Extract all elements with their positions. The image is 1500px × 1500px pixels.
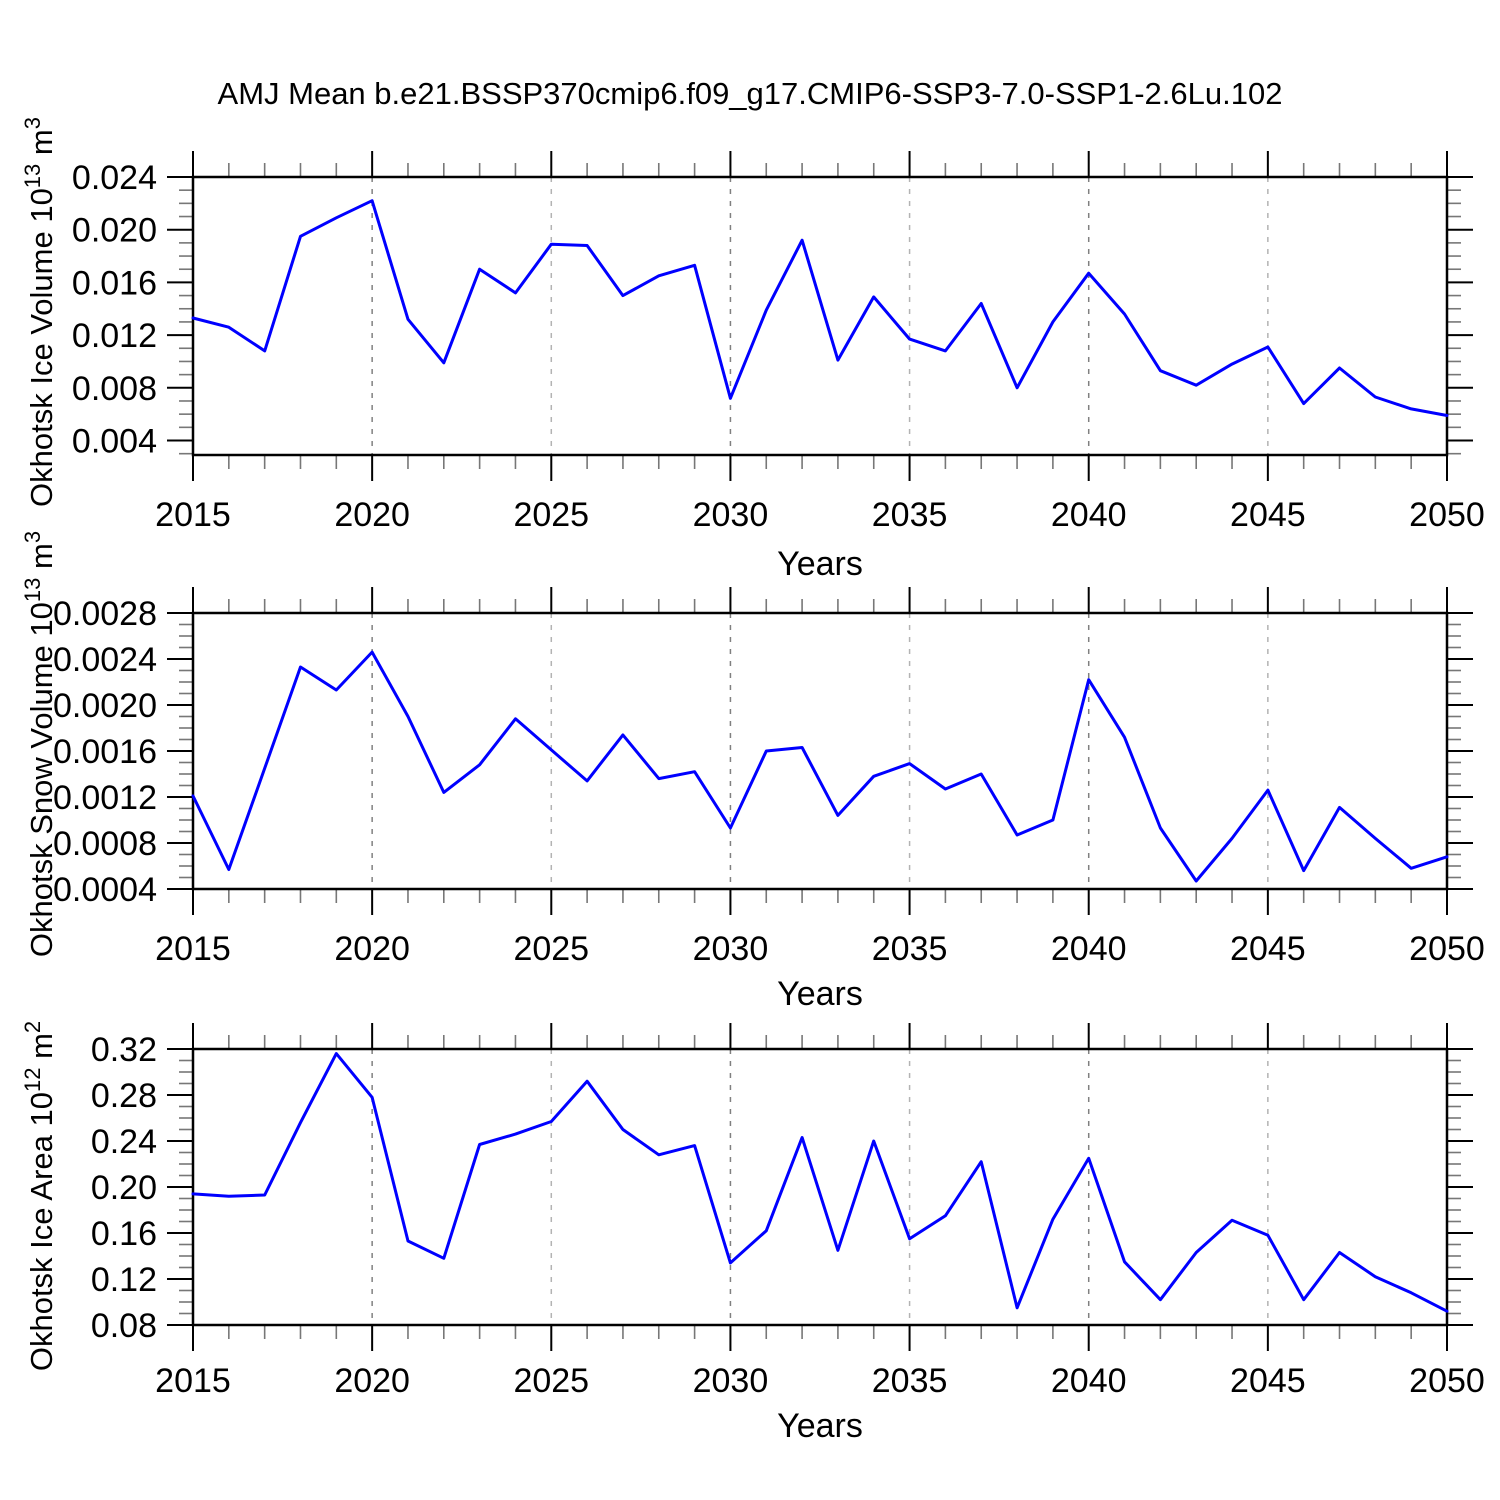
gridlines — [371, 613, 1269, 889]
x-tick-label: 2020 — [334, 930, 410, 968]
x-tick-label: 2040 — [1051, 496, 1127, 534]
x-ticks — [192, 587, 1448, 915]
series-line-ice-volume — [191, 199, 1449, 417]
y-tick-label: 0.020 — [72, 212, 157, 250]
x-tick-label: 2020 — [334, 1362, 410, 1400]
y-tick-label: 0.08 — [91, 1307, 157, 1345]
gridlines — [371, 1049, 1269, 1325]
x-tick-label: 2050 — [1409, 930, 1485, 968]
y-tick-label: 0.0016 — [53, 733, 157, 771]
x-tick-label: 2045 — [1230, 496, 1306, 534]
x-tick-label: 2030 — [693, 1362, 769, 1400]
x-tick-label: 2015 — [155, 496, 231, 534]
series-line-ice-area — [191, 1052, 1449, 1313]
y-tick-label: 0.024 — [72, 159, 157, 197]
y-tick-label: 0.12 — [91, 1261, 157, 1299]
x-tick-label: 2035 — [872, 930, 948, 968]
y-tick-label: 0.16 — [91, 1215, 157, 1253]
x-ticks — [192, 151, 1448, 481]
y-ticks — [167, 176, 1473, 455]
y-tick-label: 0.016 — [72, 264, 157, 302]
y-tick-label: 0.24 — [91, 1123, 157, 1161]
x-tick-label: 2050 — [1409, 1362, 1485, 1400]
y-tick-label: 0.0020 — [53, 687, 157, 725]
chart-title: AMJ Mean b.e21.BSSP370cmip6.f09_g17.CMIP… — [217, 76, 1283, 111]
x-tick-label: 2040 — [1051, 930, 1127, 968]
x-tick-label: 2045 — [1230, 930, 1306, 968]
y-tick-label: 0.008 — [72, 370, 157, 408]
x-tick-label: 2035 — [872, 1362, 948, 1400]
x-axis-label: Years — [777, 1407, 863, 1445]
y-axis-label: Okhotsk Snow Volume 1013 m3 — [20, 531, 59, 957]
x-tick-label: 2025 — [513, 496, 589, 534]
x-tick-label: 2025 — [513, 930, 589, 968]
y-ticks — [167, 1048, 1473, 1326]
y-tick-label: 0.28 — [91, 1077, 157, 1115]
y-axis-label: Okhotsk Ice Area 1012 m2 — [20, 1021, 59, 1371]
x-tick-label: 2045 — [1230, 1362, 1306, 1400]
x-tick-label: 2015 — [155, 930, 231, 968]
x-axis-label: Years — [777, 545, 863, 583]
x-tick-label: 2050 — [1409, 496, 1485, 534]
y-tick-label: 0.0028 — [53, 595, 157, 633]
x-tick-label: 2020 — [334, 496, 410, 534]
x-ticks — [192, 1023, 1448, 1351]
panel-snow-volume: 0.0004 0.0008 0.0012 0.0016 0.0020 0.0024 0.00… — [20, 531, 1485, 1013]
y-tick-label: 0.0024 — [53, 641, 157, 679]
x-tick-label: 2035 — [872, 496, 948, 534]
y-tick-label: 0.004 — [72, 423, 157, 461]
x-tick-label: 2030 — [693, 930, 769, 968]
y-tick-label: 0.0012 — [53, 779, 157, 817]
y-tick-label: 0.0004 — [53, 871, 157, 909]
plot-frame — [191, 611, 1449, 891]
y-tick-label: 0.32 — [91, 1031, 157, 1069]
y-ticks — [167, 612, 1473, 890]
y-tick-label: 0.012 — [72, 317, 157, 355]
gridlines — [371, 177, 1269, 455]
series-line-snow-volume — [191, 650, 1449, 883]
x-tick-label: 2040 — [1051, 1362, 1127, 1400]
panel-ice-area: 0.08 0.12 0.16 0.20 0.24 0.28 0.32 2015 2020 2025… — [20, 1021, 1485, 1445]
x-axis-label: Years — [777, 975, 863, 1013]
x-tick-label: 2025 — [513, 1362, 589, 1400]
x-tick-label: 2030 — [693, 496, 769, 534]
y-tick-label: 0.20 — [91, 1169, 157, 1207]
y-tick-label: 0.0008 — [53, 825, 157, 863]
plot-frame — [191, 1047, 1449, 1327]
plot-frame — [191, 175, 1449, 457]
x-tick-label: 2015 — [155, 1362, 231, 1400]
panel-ice-volume: 0.004 0.008 0.012 0.016 0.020 0.024 2015 2020 20… — [20, 117, 1485, 583]
y-axis-label: Okhotsk Ice Volume 1013 m3 — [20, 117, 59, 507]
